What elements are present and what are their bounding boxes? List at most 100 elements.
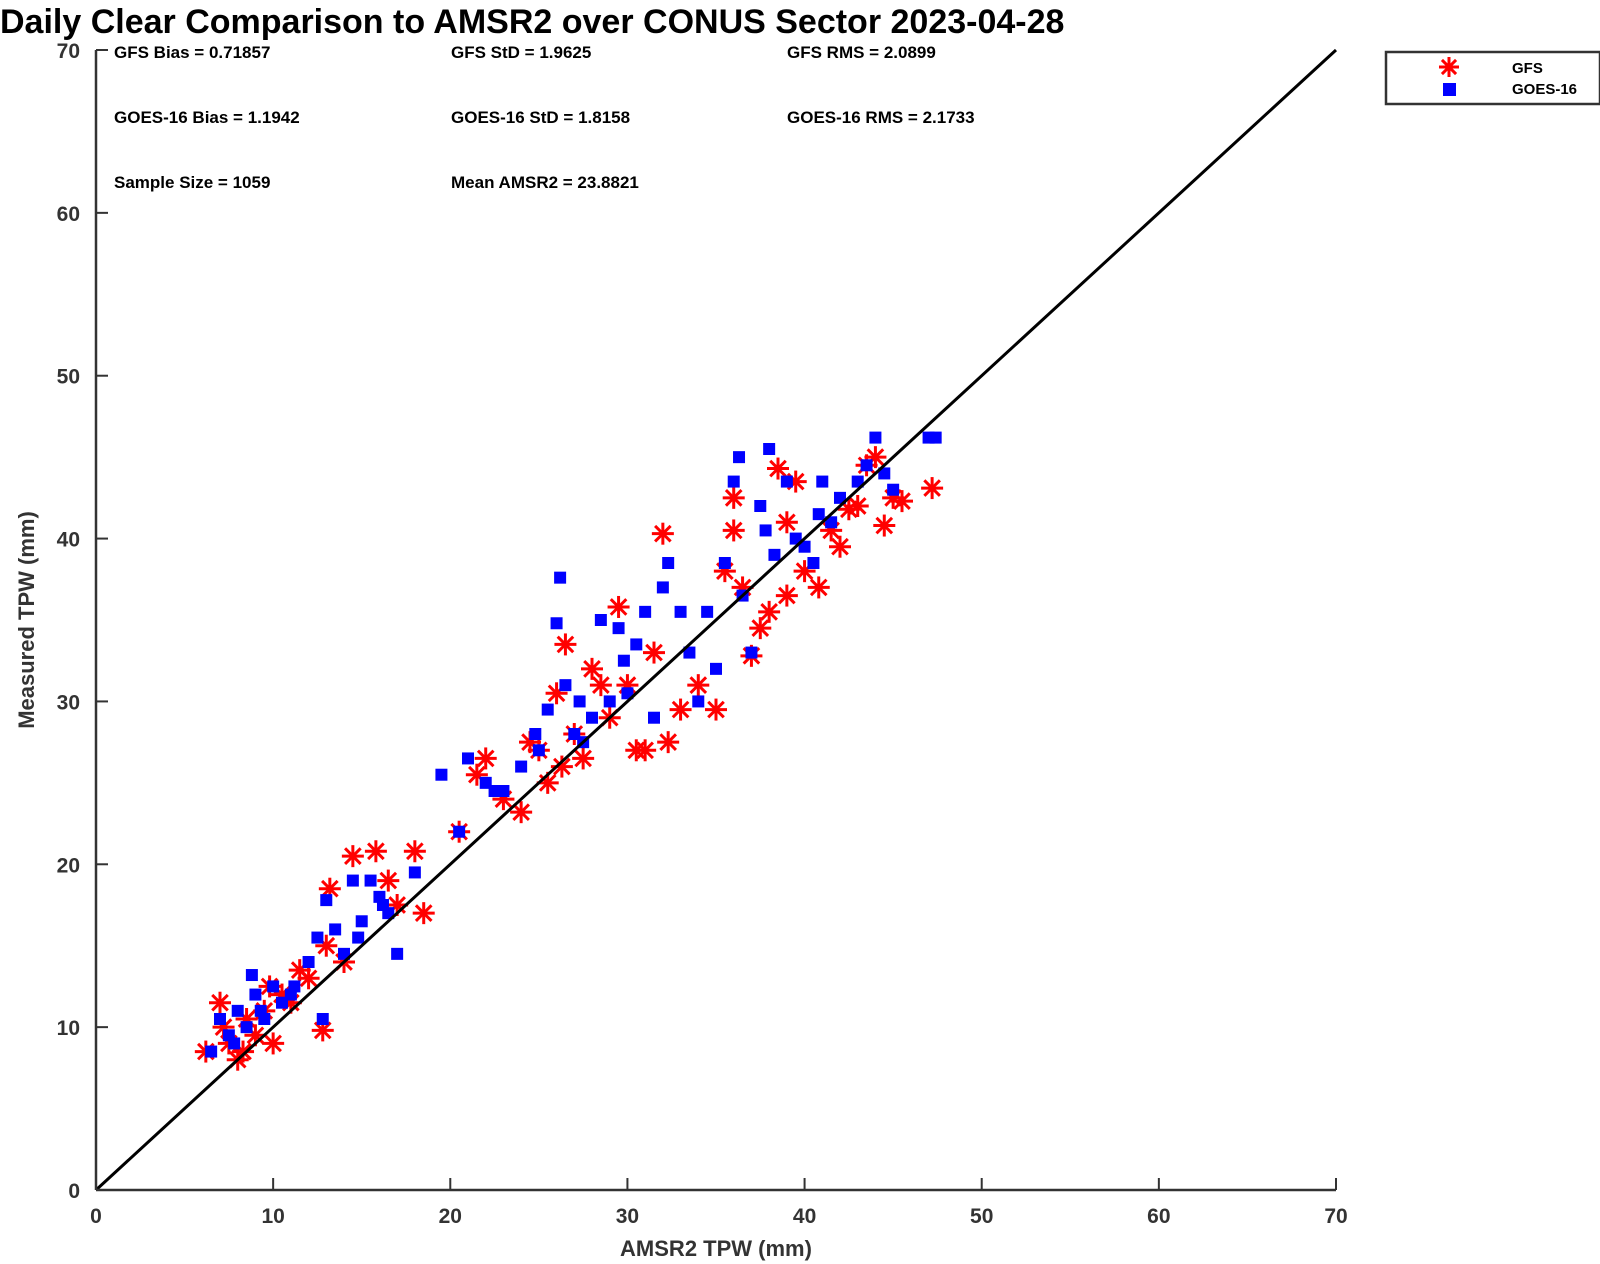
goes-16-point: [320, 894, 333, 907]
goes-16-point: [488, 785, 501, 797]
goes-16-point: [612, 622, 625, 635]
stat-goes-bias: GOES-16 Bias = 1.1942: [114, 108, 300, 127]
goes-16-point: [254, 1004, 267, 1017]
goes-16-point: [648, 711, 660, 724]
one-to-one-line: [94, 48, 1338, 1192]
goes-16-point: [302, 956, 315, 968]
goes-16-point: [594, 614, 607, 626]
gfs-point: [767, 457, 789, 480]
gfs-point: [377, 869, 400, 892]
gfs-point: [341, 845, 364, 868]
goes-16-point: [812, 508, 825, 521]
gfs-point: [262, 1032, 285, 1055]
goes-16-point: [851, 475, 864, 488]
goes-16-point: [435, 768, 448, 781]
gfs-point: [722, 486, 745, 509]
goes-16-point: [701, 605, 714, 618]
goes-16-point: [869, 431, 882, 444]
goes-16-point: [710, 662, 722, 675]
goes-16-point: [288, 980, 301, 993]
goes-16-point: [267, 980, 280, 993]
series-gfs: [194, 446, 944, 1071]
goes-16-point: [754, 500, 767, 512]
goes-16-point: [559, 679, 572, 692]
gfs-point: [722, 519, 745, 542]
gfs-point: [705, 698, 727, 721]
goes-16-point: [245, 969, 258, 982]
gfs-point: [758, 600, 781, 623]
gfs-point: [581, 657, 603, 680]
stat-gfs-rms: GFS RMS = 2.0899: [787, 43, 936, 62]
gfs-point: [829, 535, 851, 558]
gfs-point: [589, 674, 612, 697]
stats-panel: GFS Bias = 0.71857 GFS StD = 1.9625 GFS …: [114, 43, 975, 192]
goes-16-point: [768, 548, 781, 561]
gfs-point: [554, 633, 577, 656]
gfs-point: [550, 755, 573, 778]
goes-16-point: [630, 638, 643, 651]
gfs-point: [657, 731, 680, 754]
goes-16-point: [621, 687, 634, 700]
goes-16-point: [249, 988, 262, 1001]
gfs-point: [921, 477, 944, 500]
goes-16-point: [529, 728, 542, 740]
goes-16-point: [453, 825, 466, 838]
legend-box: [1384, 50, 1600, 106]
y-tick-label: 40: [57, 529, 80, 552]
goes-16-point: [887, 483, 900, 496]
goes-16-point: [352, 931, 365, 944]
goes-16-point: [798, 540, 811, 553]
goes-16-point: [573, 695, 586, 708]
x-tick-label: 0: [90, 1205, 102, 1228]
goes-16-point: [338, 947, 350, 960]
goes-16-point: [745, 646, 758, 659]
goes-16-point: [759, 524, 772, 537]
y-tick-label: 20: [57, 854, 80, 877]
gfs-point: [465, 763, 488, 786]
goes-16-point: [391, 947, 404, 960]
stat-goes-rms: GOES-16 RMS = 2.1733: [787, 108, 975, 127]
goes-16-point: [364, 874, 377, 887]
gfs-point: [687, 674, 710, 697]
goes-16-point: [603, 695, 616, 708]
goes-16-point: [329, 923, 342, 936]
y-tick-label: 60: [57, 203, 80, 226]
stat-gfs-std: GFS StD = 1.9625: [451, 43, 591, 62]
gfs-point: [232, 1040, 255, 1063]
legend-goes-label: GOES-16: [1512, 81, 1577, 98]
stat-mean-amsr2: Mean AMSR2 = 23.8821: [451, 173, 639, 192]
goes-16-point: [346, 874, 359, 887]
goes-16-point: [929, 431, 942, 444]
x-tick-label: 70: [1324, 1205, 1347, 1228]
goes-16-point: [376, 899, 389, 911]
goes-16-point: [834, 491, 846, 504]
goes-16-point: [554, 571, 567, 584]
gfs-point: [634, 739, 657, 762]
goes-16-point: [816, 475, 829, 488]
goes-16-point: [780, 475, 793, 488]
stat-gfs-bias: GFS Bias = 0.71857: [114, 43, 270, 62]
gfs-point: [412, 902, 435, 925]
goes-16-point: [727, 475, 740, 488]
goes-16-point: [311, 931, 324, 944]
gfs-point: [669, 698, 692, 721]
goes-16-point: [550, 617, 563, 630]
goes-16-point: [692, 695, 705, 708]
y-tick-label: 70: [57, 40, 80, 63]
x-tick-label: 10: [261, 1205, 284, 1228]
goes-16-point: [240, 1021, 253, 1034]
gfs-point: [775, 584, 798, 607]
y-tick-label: 30: [57, 691, 80, 714]
x-tick-label: 60: [1147, 1205, 1170, 1228]
x-tick-label: 20: [439, 1205, 462, 1228]
y-axis-label: Measured TPW (mm): [14, 511, 39, 729]
goes-16-point: [316, 1013, 329, 1025]
axes: [94, 50, 1336, 1192]
goes-16-point: [825, 516, 838, 529]
gfs-point: [749, 617, 772, 640]
legend-gfs-label: GFS: [1512, 60, 1543, 77]
goes-16-point: [674, 605, 687, 618]
x-tick-label: 50: [970, 1205, 993, 1228]
stat-sample-size: Sample Size = 1059: [114, 173, 270, 192]
